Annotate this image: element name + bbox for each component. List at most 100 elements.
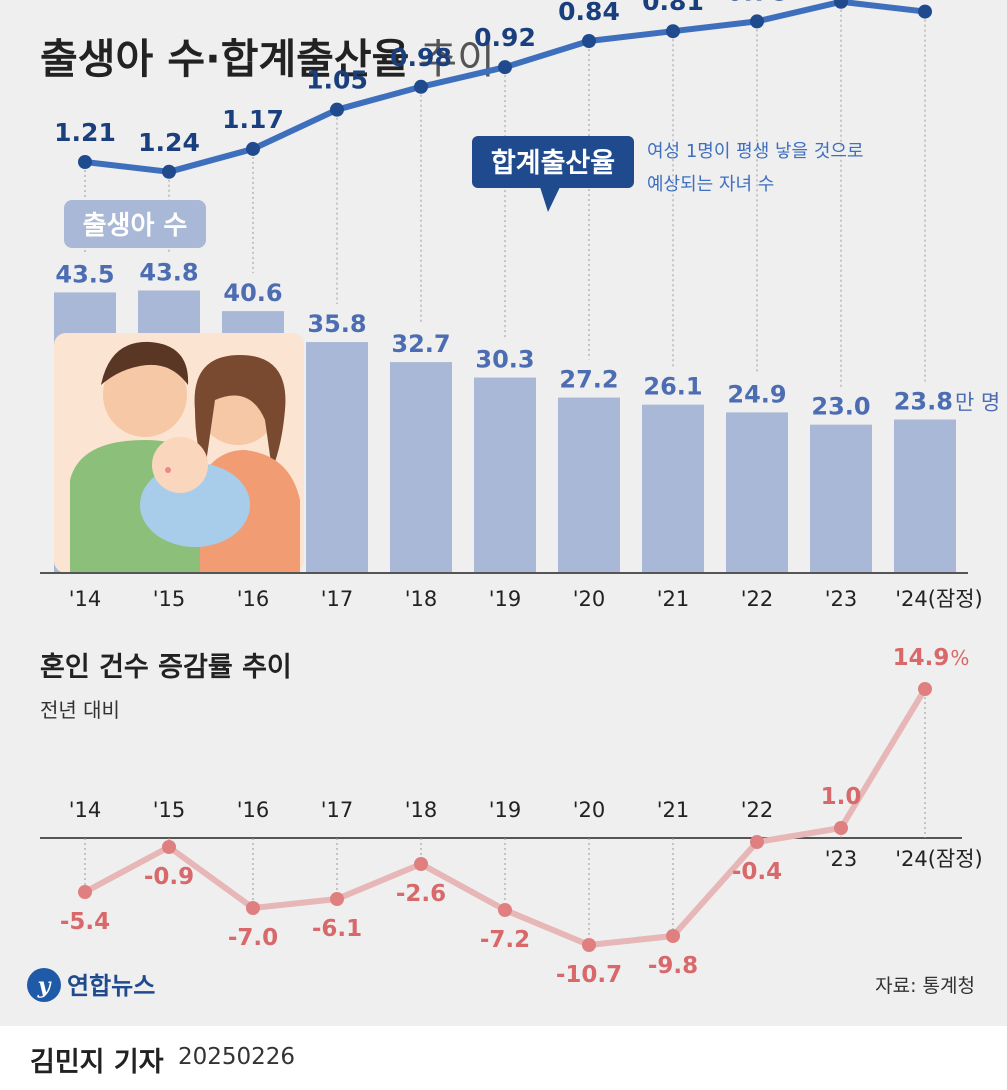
- fertility-point-2: [246, 141, 260, 156]
- marriage-tick-label-9: '23: [825, 847, 858, 871]
- marriage-tick-label-0: '14: [69, 798, 102, 822]
- marriage-point-1: [162, 840, 176, 854]
- marriage-point-10: [918, 682, 932, 696]
- fertility-value-label-8: 0.78: [726, 0, 788, 6]
- marriage-tick-label-4: '18: [405, 798, 438, 822]
- marriage-tick-label-2: '16: [237, 798, 270, 822]
- marriage-subtitle: 전년 대비: [40, 698, 120, 722]
- callout-label: 합계출산율: [491, 148, 615, 179]
- source-label: 자료: 통계청: [875, 975, 975, 997]
- fertility-value-label-5: 0.92: [474, 23, 536, 52]
- births-value-label-9: 23.0: [811, 393, 870, 421]
- births-bar-5: [474, 377, 536, 573]
- births-value-label-3: 35.8: [307, 310, 366, 338]
- births-value-label-1: 43.8: [139, 258, 198, 286]
- fertility-point-8: [750, 14, 764, 29]
- fertility-point-7: [666, 24, 680, 39]
- title-main: 출생아 수·합계출산율: [40, 35, 409, 83]
- births-value-label-4: 32.7: [391, 330, 450, 358]
- father-head: [103, 353, 187, 437]
- births-tag-box: [64, 200, 206, 248]
- fertility-point-5: [498, 60, 512, 75]
- marriage-value-label-4: -2.6: [396, 881, 446, 907]
- publish-date: 20250226: [178, 1044, 296, 1070]
- marriage-tick-label-8: '22: [741, 798, 774, 822]
- fertility-point-3: [330, 102, 344, 117]
- marriage-value-label-2: -7.0: [228, 925, 278, 951]
- births-unit-label: 만 명: [955, 390, 1000, 414]
- births-value-label-7: 26.1: [643, 373, 702, 401]
- fertility-point-1: [162, 164, 176, 179]
- marriage-value-label-3: -6.1: [312, 916, 362, 942]
- births-value-label-0: 43.5: [55, 260, 114, 288]
- births-bar-6: [558, 397, 620, 573]
- marriage-tick-label-6: '20: [573, 798, 606, 822]
- logo-letter-icon: y: [37, 973, 53, 999]
- upper-tick-label-0: '14: [69, 587, 102, 611]
- logo-icon: [27, 968, 61, 1002]
- marriage-value-label-8: -0.4: [732, 859, 782, 885]
- births-bar-4: [390, 362, 452, 573]
- upper-x-axis: '14 '15 '16 '17 '18 '19 '20 '21 '22 '23 '24(잠정): [40, 572, 983, 611]
- marriage-value-label-9: 1.0: [821, 784, 862, 810]
- fertility-point-10: [918, 4, 932, 19]
- fertility-point-0: [78, 155, 92, 169]
- marriage-line: '14 '15 '16 '17 '18 '19 '20 '21 '22 '23 '24(잠정) -5.…: [40, 645, 983, 988]
- births-tag-label: 출생아 수: [83, 211, 188, 241]
- births-bar-8: [726, 412, 788, 573]
- fertility-point-4: [414, 79, 428, 94]
- marriage-tick-label-3: '17: [321, 798, 354, 822]
- marriage-title: 혼인 건수 증감률 추이: [40, 652, 292, 683]
- births-bar-9: [810, 424, 872, 573]
- baby-cheek: [165, 467, 171, 473]
- marriage-point-8: [750, 835, 764, 849]
- fertility-point-9: [834, 0, 848, 9]
- upper-tick-label-9: '23: [825, 587, 858, 611]
- father-hair: [101, 341, 189, 385]
- births-bar-7: [642, 404, 704, 573]
- family-illustration: [54, 333, 304, 573]
- fertility-value-label-1: 1.24: [138, 128, 200, 157]
- fertility-definition-line-2: 예상되는 자녀 수: [647, 174, 774, 195]
- upper-tick-label-8: '22: [741, 587, 774, 611]
- baby-head: [152, 437, 208, 493]
- births-bar-3: [306, 342, 368, 573]
- mother-hair: [194, 355, 286, 470]
- callout-box: [472, 136, 634, 188]
- upper-tick-label-6: '20: [573, 587, 606, 611]
- infographic-canvas: 출생아 수·합계출산율 추이 43.5 43.8 40.6 35.8 32.7 30.3 27…: [27, 0, 1001, 1002]
- fertility-value-label-4: 0.98: [390, 43, 452, 72]
- marriage-value-label-1: -0.9: [144, 864, 194, 890]
- upper-tick-label-2: '16: [237, 587, 270, 611]
- births-value-label-2: 40.6: [223, 279, 282, 307]
- logo-text: 연합뉴스: [67, 972, 155, 1000]
- marriage-tick-label-5: '19: [489, 798, 522, 822]
- fertility-line: 1.211.241.171.050.980.920.840.810.780.72…: [54, 0, 932, 387]
- fertility-value-label-0: 1.21: [54, 118, 116, 147]
- births-value-label-5: 30.3: [475, 346, 534, 374]
- title: 출생아 수·합계출산율 추이: [40, 35, 495, 83]
- births-value-label-10: 23.8만 명: [894, 387, 1001, 415]
- fertility-value-label-7: 0.81: [642, 0, 704, 16]
- births-tag: 출생아 수: [64, 200, 206, 248]
- upper-tick-label-4: '18: [405, 587, 438, 611]
- marriage-point-0: [78, 885, 92, 899]
- fertility-value-label-2: 1.17: [222, 105, 284, 134]
- fertility-value-label-3: 1.05: [306, 66, 368, 95]
- marriage-point-2: [246, 901, 260, 915]
- marriage-tick-label-10: '24(잠정): [895, 847, 983, 871]
- marriage-point-7: [666, 929, 680, 943]
- marriage-point-5: [498, 903, 512, 917]
- births-value-label-6: 27.2: [559, 366, 618, 394]
- reporter-name: 김민지 기자: [30, 1047, 164, 1078]
- marriage-point-9: [834, 821, 848, 835]
- marriage-point-4: [414, 857, 428, 871]
- credit-bar: 김민지 기자 20250226: [0, 1026, 1007, 1090]
- marriage-value-label-5: -7.2: [480, 927, 530, 953]
- fertility-point-6: [582, 34, 596, 49]
- marriage-tick-label-1: '15: [153, 798, 186, 822]
- births-value-label-8: 24.9: [727, 380, 786, 408]
- marriage-value-label-7: -9.8: [648, 953, 698, 979]
- upper-tick-label-10: '24(잠정): [895, 587, 983, 611]
- marriage-value-label-10: 14.9%: [893, 645, 970, 671]
